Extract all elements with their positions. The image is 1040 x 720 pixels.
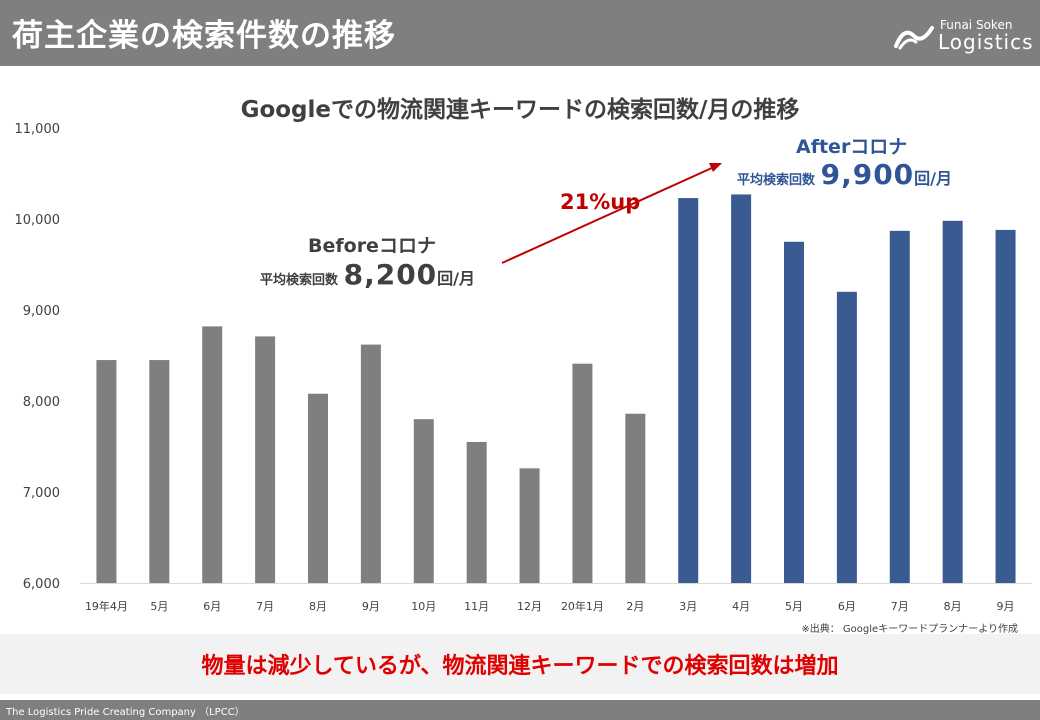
before-average-unit: 回/月 bbox=[437, 269, 476, 288]
x-tick-label: 7月 bbox=[256, 600, 274, 613]
growth-arrowhead-icon bbox=[709, 163, 722, 172]
after-corona-average: 平均検索回数 9,900回/月 bbox=[737, 158, 952, 191]
footer-bar: The Logistics Pride Creating Company （LP… bbox=[0, 700, 1040, 720]
x-tick-label: 20年1月 bbox=[561, 599, 604, 613]
bar bbox=[360, 344, 381, 583]
y-tick-label: 6,000 bbox=[23, 577, 60, 592]
header-bar: 荷主企業の検索件数の推移 Funai Soken Logistics bbox=[0, 0, 1040, 66]
after-average-unit: 回/月 bbox=[914, 169, 953, 188]
growth-label: 21%up bbox=[560, 190, 641, 214]
bar bbox=[96, 360, 117, 583]
bar-series bbox=[96, 194, 1016, 584]
bar bbox=[149, 360, 170, 583]
growth-arrow bbox=[501, 166, 715, 264]
bar bbox=[942, 220, 963, 583]
y-axis: 6,000 7,000 8,000 9,000 10,000 11,000 bbox=[15, 122, 61, 592]
brand-logo: Funai Soken Logistics bbox=[894, 16, 1033, 56]
bar bbox=[678, 198, 699, 583]
bar bbox=[202, 326, 223, 583]
bar bbox=[836, 291, 857, 583]
brand-name: Logistics bbox=[938, 30, 1034, 54]
after-corona-label: Afterコロナ bbox=[796, 136, 908, 158]
after-average-value: 9,900 bbox=[820, 158, 915, 191]
x-tick-label: 5月 bbox=[785, 600, 803, 613]
bar bbox=[784, 241, 804, 583]
brand-subtitle: Funai Soken bbox=[940, 18, 1013, 32]
bar bbox=[572, 363, 593, 583]
x-tick-label: 19年4月 bbox=[85, 599, 128, 613]
y-tick-label: 10,000 bbox=[15, 213, 61, 228]
after-average-label: 平均検索回数 bbox=[737, 173, 816, 188]
x-tick-label: 4月 bbox=[732, 600, 750, 613]
wave-logo-icon bbox=[894, 26, 934, 50]
bar bbox=[466, 441, 487, 583]
page-title: 荷主企業の検索件数の推移 bbox=[12, 18, 396, 54]
y-tick-label: 11,000 bbox=[15, 122, 61, 137]
before-average-value: 8,200 bbox=[343, 258, 438, 291]
footer-text: The Logistics Pride Creating Company （LP… bbox=[6, 707, 245, 718]
x-tick-label: 12月 bbox=[517, 600, 542, 613]
bar bbox=[995, 229, 1016, 584]
before-corona-label: Beforeコロナ bbox=[308, 235, 436, 257]
x-tick-label: 6月 bbox=[838, 600, 856, 613]
x-tick-label: 3月 bbox=[679, 600, 697, 613]
x-tick-label: 9月 bbox=[997, 600, 1015, 613]
x-tick-label: 2月 bbox=[626, 600, 644, 613]
conclusion-text: 物量は減少しているが、物流関連キーワードでの検索回数は増加 bbox=[201, 654, 839, 679]
chart-title: Googleでの物流関連キーワードの検索回数/月の推移 bbox=[240, 97, 800, 123]
bar bbox=[255, 336, 276, 583]
y-tick-label: 7,000 bbox=[23, 486, 60, 501]
x-tick-label: 6月 bbox=[203, 600, 221, 613]
x-tick-label: 8月 bbox=[309, 600, 327, 613]
y-tick-label: 8,000 bbox=[23, 395, 60, 410]
x-tick-label: 11月 bbox=[464, 600, 489, 613]
bar-chart: 6,000 7,000 8,000 9,000 10,000 11,000 19年4月 5月… bbox=[15, 122, 1032, 613]
bar bbox=[889, 230, 910, 583]
x-tick-label: 7月 bbox=[891, 600, 909, 613]
x-tick-label: 5月 bbox=[150, 600, 168, 613]
conclusion-band bbox=[0, 634, 1040, 694]
x-tick-label: 9月 bbox=[362, 600, 380, 613]
x-tick-label: 8月 bbox=[944, 600, 962, 613]
x-axis: 19年4月 5月 6月 7月 8月 9月 10月 11月 12月 20年1月 2月 3月 4月 5月 6月 7… bbox=[80, 583, 1032, 613]
bar bbox=[519, 468, 540, 583]
bar bbox=[731, 194, 752, 583]
before-average-label: 平均検索回数 bbox=[260, 273, 339, 288]
x-tick-label: 10月 bbox=[411, 600, 436, 613]
source-note: ※出典： Googleキーワードプランナーより作成 bbox=[801, 624, 1018, 635]
bar bbox=[308, 393, 328, 583]
y-tick-label: 9,000 bbox=[23, 304, 60, 319]
before-corona-average: 平均検索回数 8,200回/月 bbox=[260, 258, 475, 291]
bar bbox=[413, 419, 434, 583]
bar bbox=[625, 413, 646, 583]
